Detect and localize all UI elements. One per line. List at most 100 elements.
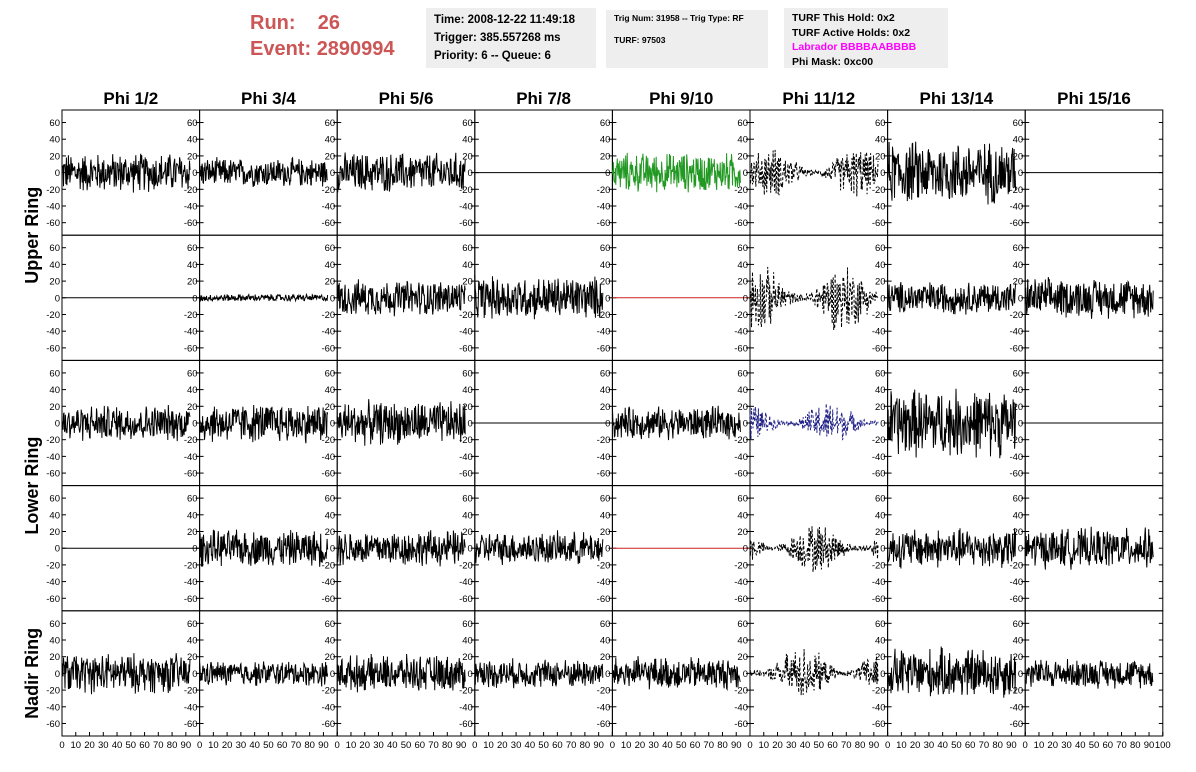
y-tick-label: -20 [1009, 435, 1023, 446]
y-tick-label: -40 [184, 702, 198, 713]
x-tick-label: 40 [1075, 740, 1086, 751]
y-tick-label: 40 [875, 510, 886, 521]
y-tick-label: -40 [459, 702, 473, 713]
y-tick-label: 0 [880, 168, 885, 179]
y-tick-label: 0 [192, 419, 197, 430]
y-tick-label: 20 [600, 652, 611, 663]
y-tick-label: -20 [872, 686, 886, 697]
waveform-trace [749, 649, 879, 696]
y-tick-label: 60 [49, 118, 60, 129]
y-tick-label: 60 [49, 243, 60, 254]
x-tick-label: 10 [1034, 740, 1045, 751]
y-tick-label: 60 [600, 243, 611, 254]
y-tick-label: 20 [187, 527, 198, 538]
x-tick-label: 0 [610, 740, 615, 751]
y-tick-label: 0 [1018, 419, 1023, 430]
y-tick-label: 0 [330, 544, 335, 555]
waveform-trace [61, 153, 191, 193]
x-tick-label: 10 [758, 740, 769, 751]
y-tick-label: 20 [875, 652, 886, 663]
y-tick-label: 20 [875, 402, 886, 413]
waveform-trace [749, 403, 879, 441]
x-tick-label: 0 [747, 740, 752, 751]
y-tick-label: 60 [600, 368, 611, 379]
y-tick-label: 0 [743, 544, 748, 555]
y-tick-label: 60 [462, 494, 473, 505]
ring-label: Upper Ring [22, 187, 42, 284]
time-text: Time: 2008-12-22 11:49:18 [434, 14, 576, 26]
y-tick-label: -40 [321, 201, 335, 212]
x-tick-label: 40 [937, 740, 948, 751]
y-tick-label: -60 [321, 594, 335, 605]
waveform-trace [887, 646, 1017, 698]
y-tick-label: 40 [600, 510, 611, 521]
x-tick-label: 90 [1006, 740, 1017, 751]
y-tick-label: 0 [605, 544, 610, 555]
y-tick-label: -20 [1009, 310, 1023, 321]
y-tick-label: -40 [459, 201, 473, 212]
y-tick-label: 60 [737, 494, 748, 505]
x-tick-label: 0 [59, 740, 64, 751]
turf-this-hold-text: TURF This Hold: 0x2 [792, 12, 895, 24]
x-tick-label: 0 [472, 740, 477, 751]
y-tick-label: 20 [1013, 151, 1024, 162]
y-tick-label: -40 [734, 201, 748, 212]
x-tick-label: 40 [525, 740, 536, 751]
y-tick-label: 60 [1013, 118, 1024, 129]
y-tick-label: 40 [875, 385, 886, 396]
y-tick-label: 40 [1013, 385, 1024, 396]
turf-active-holds-text: TURF Active Holds: 0x2 [792, 26, 911, 39]
labrador-text: Labrador BBBBAABBBB [792, 41, 917, 53]
y-tick-label: 20 [1013, 652, 1024, 663]
x-tick-label: 80 [992, 740, 1003, 751]
y-tick-label: 60 [325, 494, 336, 505]
x-tick-label: 60 [965, 740, 976, 751]
phi-mask-text: Phi Mask: 0xc00 [792, 55, 874, 68]
waveform-trace [199, 529, 329, 567]
x-tick-label: 20 [1047, 740, 1058, 751]
column-header: Phi 11/12 [782, 89, 855, 108]
x-tick-label: 90 [593, 740, 604, 751]
y-tick-label: 60 [462, 118, 473, 129]
x-tick-label: 70 [703, 740, 714, 751]
x-tick-label: 60 [1102, 740, 1113, 751]
y-tick-label: -60 [46, 594, 60, 605]
x-tick-label: 60 [139, 740, 150, 751]
y-tick-label: 0 [55, 669, 60, 680]
y-tick-label: 60 [1013, 619, 1024, 630]
y-tick-label: 20 [187, 652, 198, 663]
waveform-trace [474, 274, 604, 320]
y-tick-label: 20 [325, 402, 336, 413]
x-tick-label: 20 [84, 740, 95, 751]
y-tick-label: 0 [605, 419, 610, 430]
y-tick-label: -20 [1009, 560, 1023, 571]
y-tick-label: -60 [597, 218, 611, 229]
y-tick-label: 40 [1013, 636, 1024, 647]
y-tick-label: -60 [184, 594, 198, 605]
y-tick-label: 0 [330, 419, 335, 430]
y-tick-label: -40 [321, 702, 335, 713]
y-tick-label: -20 [597, 435, 611, 446]
y-tick-label: 40 [1013, 510, 1024, 521]
ring-label: Lower Ring [22, 437, 42, 535]
y-tick-label: 40 [875, 636, 886, 647]
y-tick-label: -40 [459, 452, 473, 463]
y-tick-label: -20 [46, 310, 60, 321]
y-tick-label: -60 [321, 343, 335, 354]
y-tick-label: 60 [187, 494, 198, 505]
y-tick-label: 40 [462, 385, 473, 396]
y-tick-label: -60 [1009, 594, 1023, 605]
x-tick-label: 80 [442, 740, 453, 751]
column-header: Phi 13/14 [920, 89, 994, 108]
y-tick-label: 40 [462, 135, 473, 146]
waveform-trace [887, 528, 1017, 569]
y-tick-label: -20 [46, 435, 60, 446]
y-tick-label: -60 [46, 343, 60, 354]
x-tick-label: 20 [772, 740, 783, 751]
y-tick-label: 40 [49, 636, 60, 647]
event-label: Event: [250, 38, 312, 60]
trigger-text: Trigger: 385.557268 ms [434, 32, 561, 44]
y-tick-label: 40 [325, 260, 336, 271]
y-tick-label: 60 [737, 619, 748, 630]
y-tick-label: 60 [875, 243, 886, 254]
